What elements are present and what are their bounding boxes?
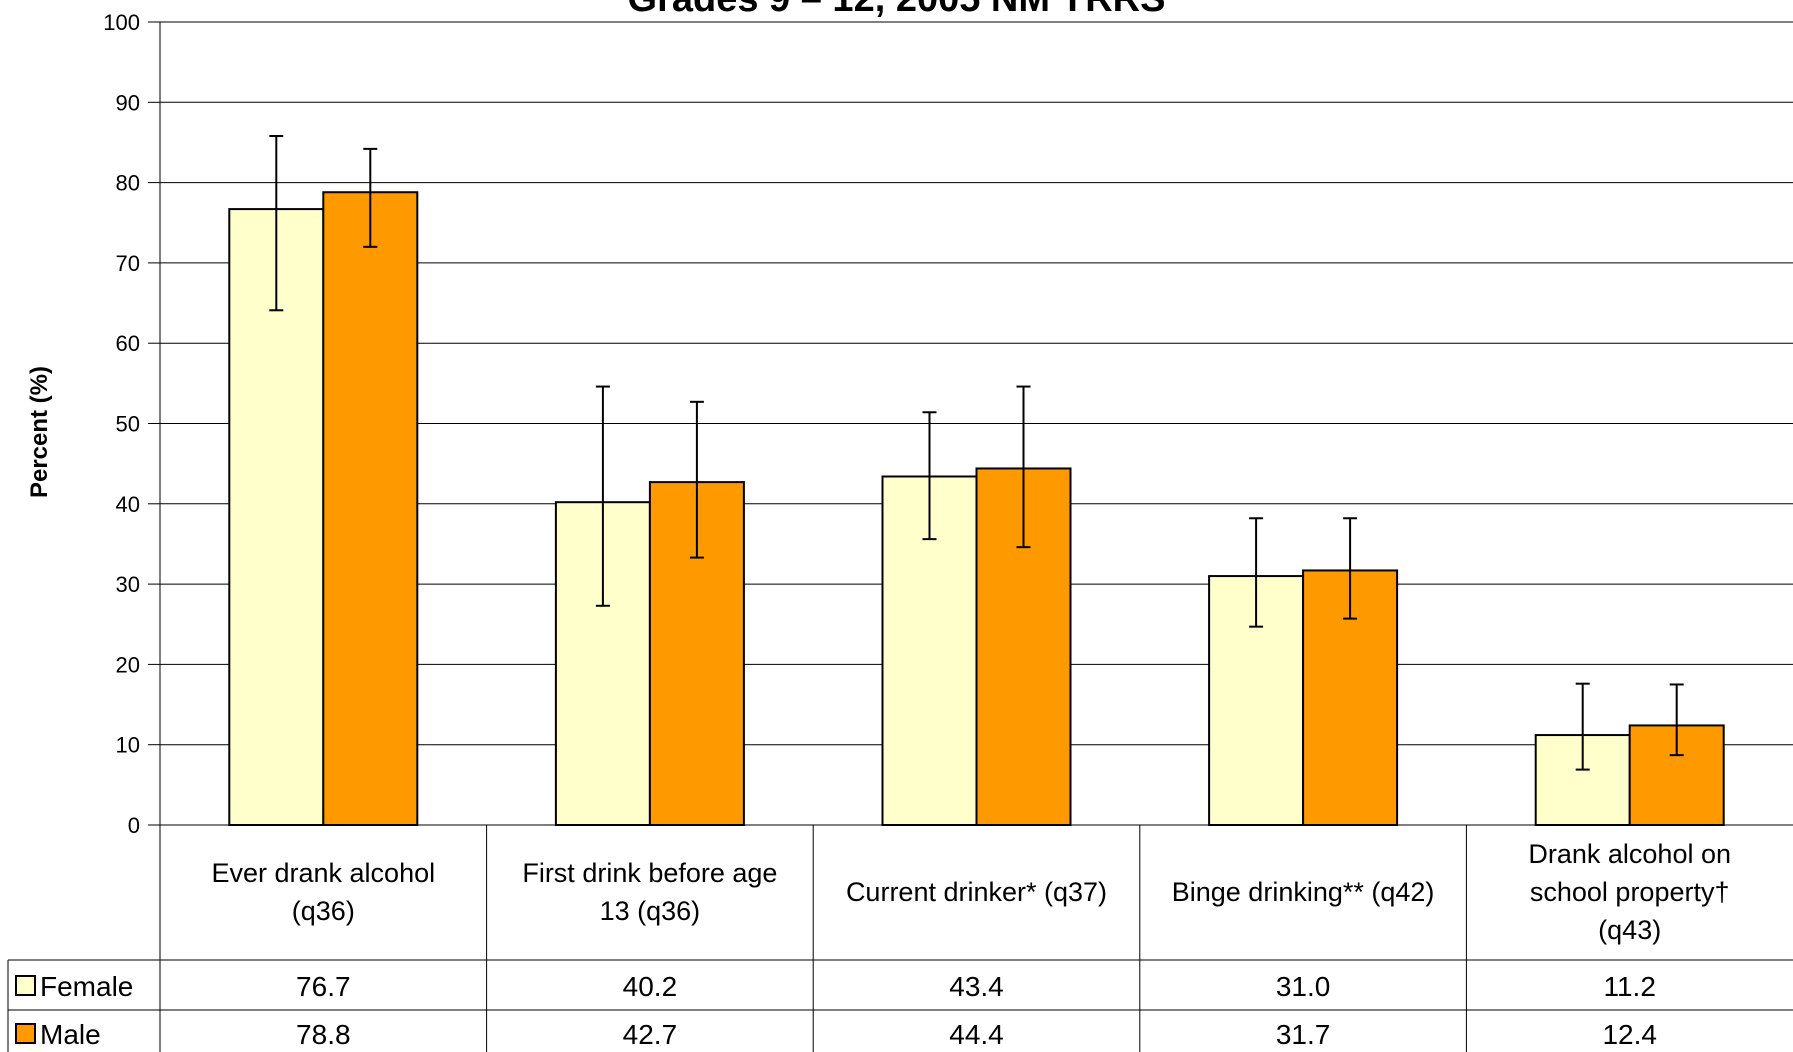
legend-label: Male xyxy=(40,1019,101,1050)
data-table-value: 78.8 xyxy=(296,1019,351,1050)
x-category-label: Current drinker* (q37) xyxy=(846,877,1107,907)
x-category-label: (q36) xyxy=(292,896,355,926)
y-tick-label: 20 xyxy=(116,652,140,677)
data-table-value: 40.2 xyxy=(623,971,678,1002)
legend-key-female xyxy=(15,975,36,996)
y-tick-label: 90 xyxy=(116,90,140,115)
x-category-label: 13 (q36) xyxy=(600,896,701,926)
x-category-label: school property† xyxy=(1530,877,1730,907)
y-tick-label: 30 xyxy=(116,572,140,597)
y-tick-label: 100 xyxy=(103,10,140,35)
legend-label: Female xyxy=(40,971,133,1002)
y-tick-label: 70 xyxy=(116,251,140,276)
y-tick-label: 40 xyxy=(116,492,140,517)
y-tick-label: 80 xyxy=(116,171,140,196)
data-table-value: 12.4 xyxy=(1602,1019,1657,1050)
data-table-value: 76.7 xyxy=(296,971,351,1002)
data-table-value: 42.7 xyxy=(623,1019,678,1050)
legend-key-male xyxy=(15,1023,36,1044)
y-tick-label: 50 xyxy=(116,412,140,437)
x-category-label: Drank alcohol on xyxy=(1528,839,1731,869)
x-category-label: Binge drinking** (q42) xyxy=(1172,877,1435,907)
data-table-value: 44.4 xyxy=(949,1019,1004,1050)
data-table-value: 11.2 xyxy=(1603,971,1655,1002)
x-category-label: (q43) xyxy=(1598,915,1661,945)
bar-female xyxy=(228,208,325,826)
x-category-label: First drink before age xyxy=(522,858,777,888)
y-tick-label: 10 xyxy=(116,733,140,758)
bar-male xyxy=(322,191,419,826)
y-tick-label: 0 xyxy=(128,813,140,838)
bar-male xyxy=(1628,724,1725,826)
data-table-value: 43.4 xyxy=(949,971,1004,1002)
x-category-label: Ever drank alcohol xyxy=(211,858,435,888)
data-table-value: 31.0 xyxy=(1276,971,1331,1002)
y-tick-label: 60 xyxy=(116,331,140,356)
data-table-value: 31.7 xyxy=(1276,1019,1331,1050)
chart-title: Grades 9 – 12, 2005 NM YRRS xyxy=(0,0,1793,21)
